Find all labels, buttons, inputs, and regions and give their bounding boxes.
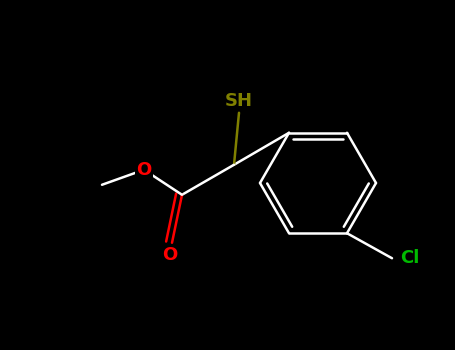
Text: O: O bbox=[162, 246, 177, 264]
Text: SH: SH bbox=[225, 92, 253, 110]
Text: O: O bbox=[136, 161, 152, 179]
Text: Cl: Cl bbox=[400, 249, 420, 267]
